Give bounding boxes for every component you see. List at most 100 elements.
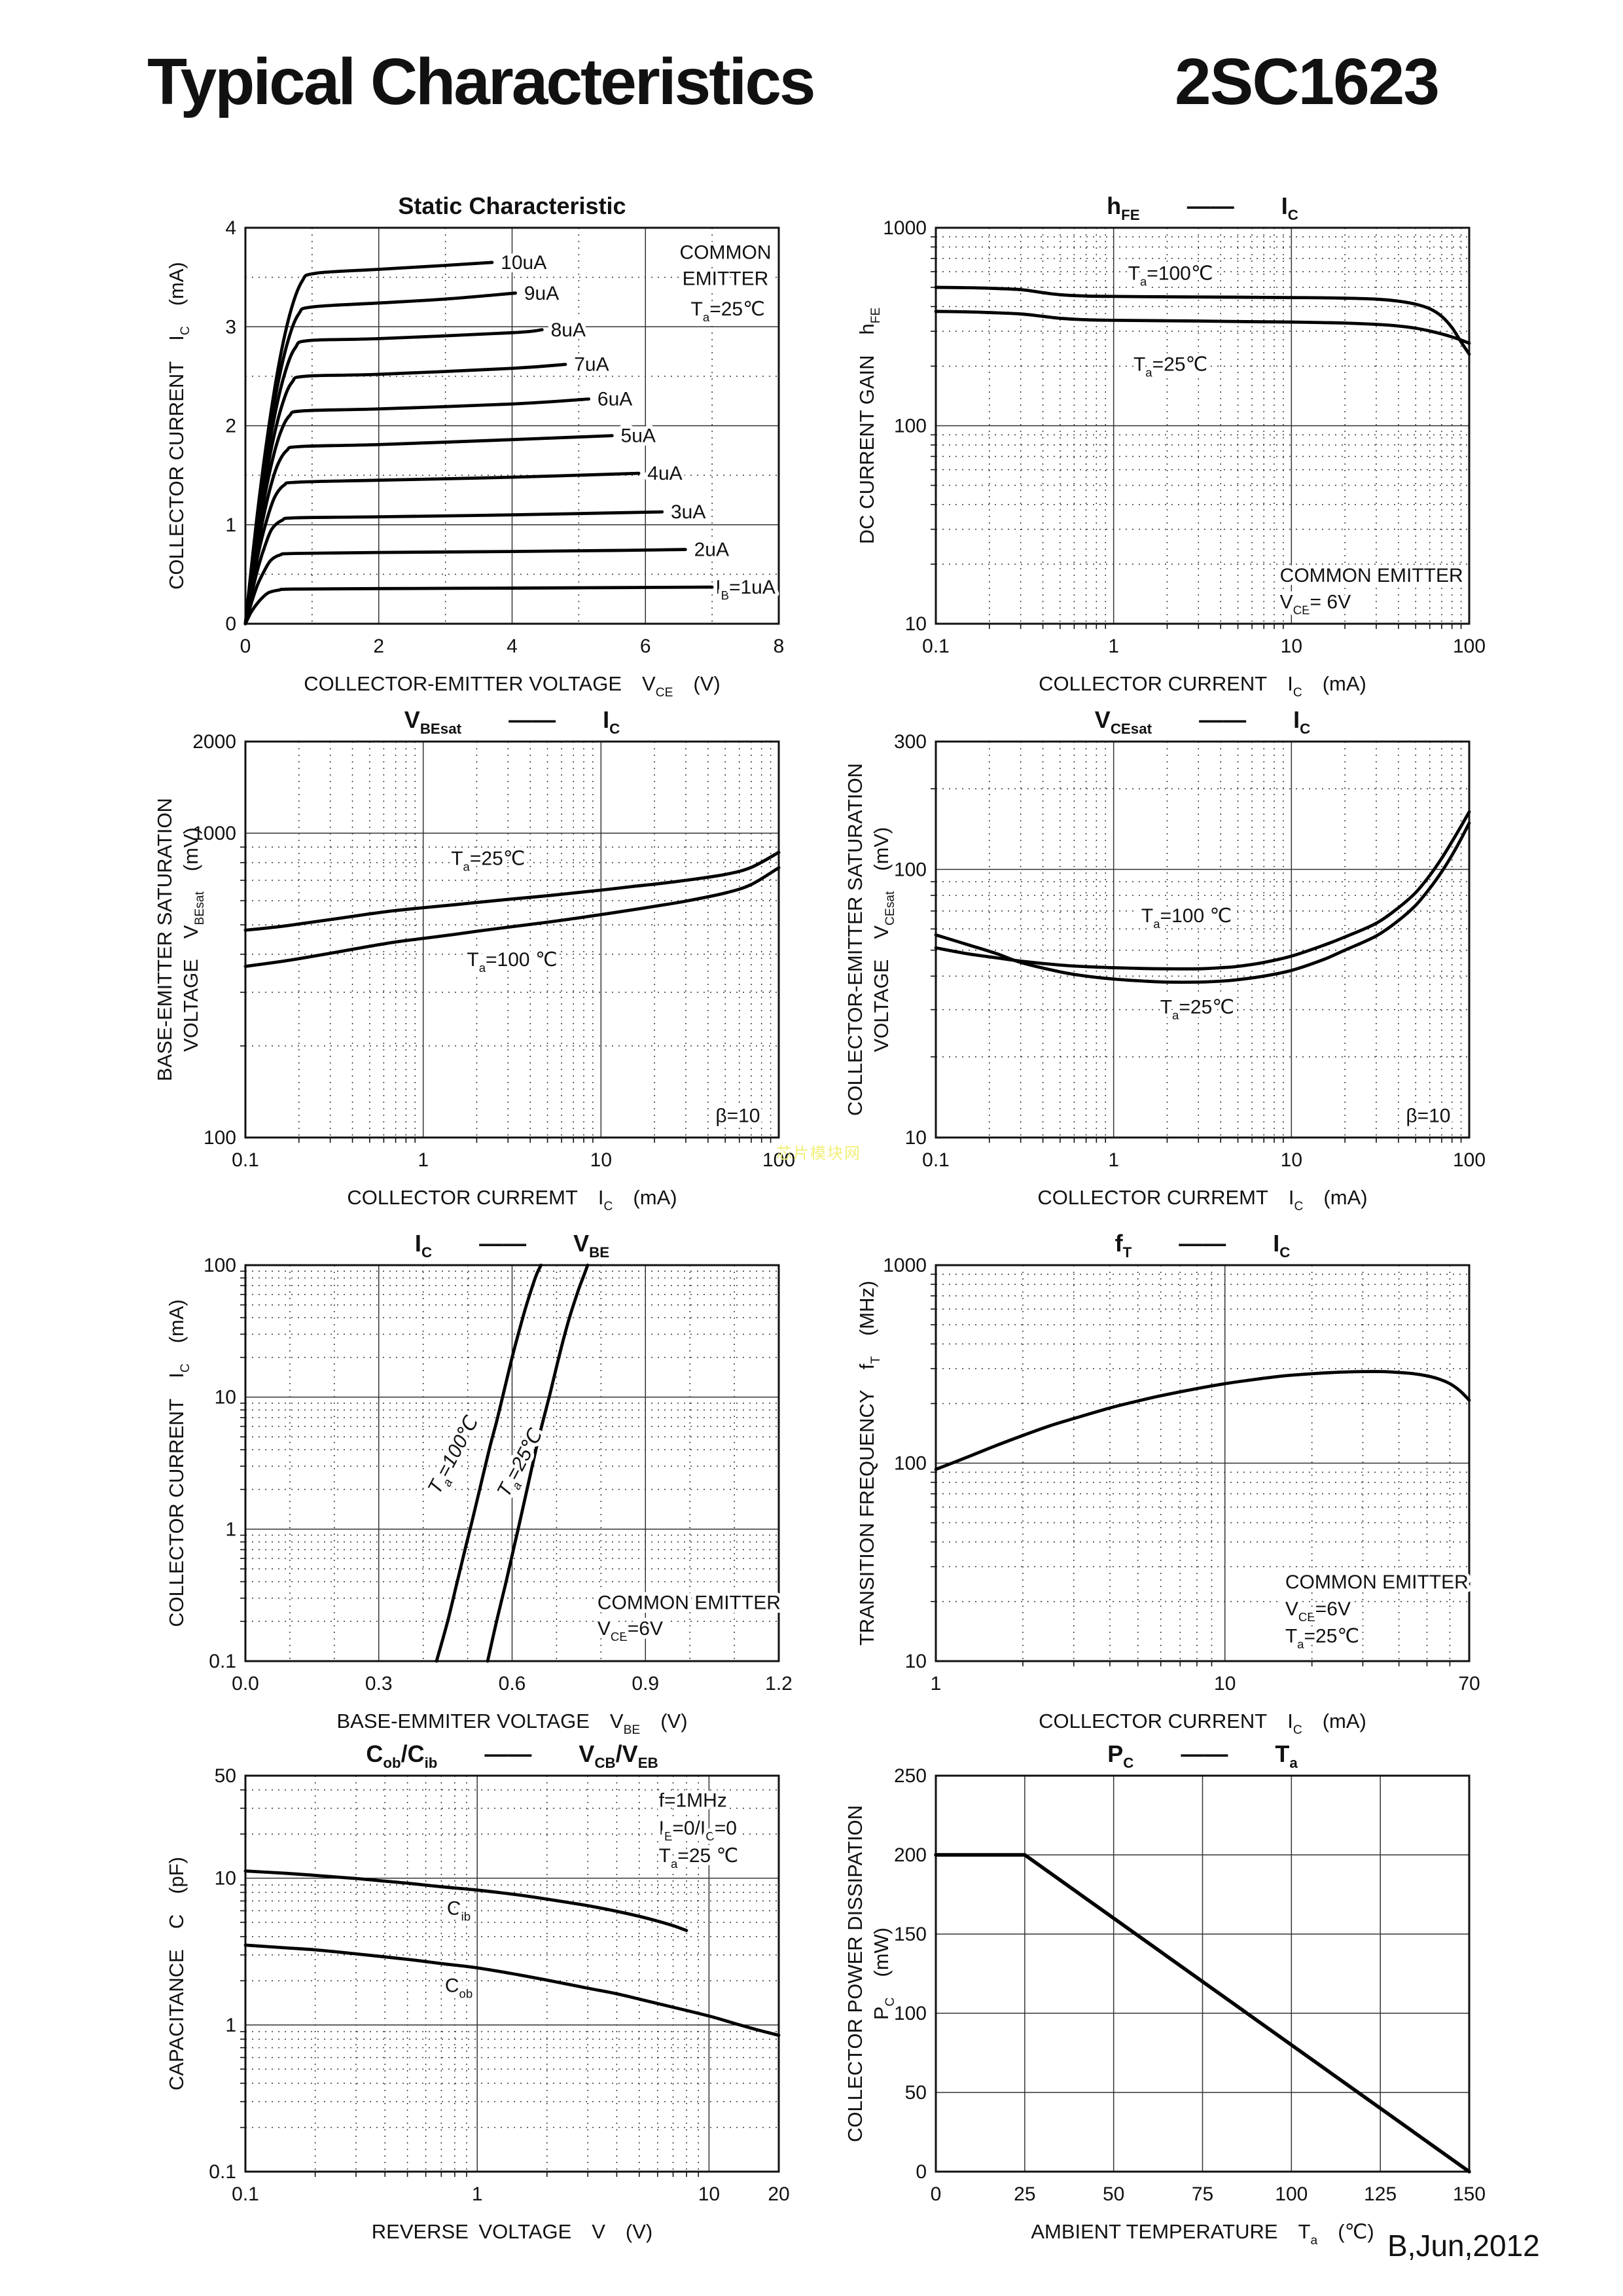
svg-text:1000: 1000 [192,823,236,844]
svg-text:100: 100 [1453,636,1486,657]
annotations: Ta=25℃ Ta=100 ℃ β=10 [448,844,764,1130]
series-IB=6uA [243,397,591,626]
svg-text:1: 1 [472,2183,483,2205]
svg-text:250: 250 [894,1765,927,1787]
svg-text:200: 200 [894,1844,927,1866]
svg-text:3uA: 3uA [671,501,705,523]
tick-labels: 0 2 4 6 8 0 1 2 3 4 [225,217,784,657]
svg-text:1: 1 [1108,1149,1119,1171]
minor-gridlines [245,228,779,624]
svg-text:8: 8 [774,636,785,657]
svg-text:1: 1 [225,1518,236,1540]
svg-text:EMITTER: EMITTER [683,268,769,289]
svg-text:25: 25 [1014,2183,1035,2205]
svg-text:Static Characteristic: Static Characteristic [398,192,626,219]
svg-text:2uA: 2uA [694,539,729,561]
svg-text:0.0: 0.0 [232,1673,259,1695]
svg-text:β=10: β=10 [1406,1105,1450,1127]
svg-text:150: 150 [1453,2183,1486,2205]
minor-gridlines [245,1776,779,2172]
plot-border [935,1774,1471,2173]
chart-canvas-static-characteristic: 0 2 4 6 8 0 1 2 3 4 Static Characteristic COLLECTOR… [165,192,784,700]
svg-text:0: 0 [225,613,236,635]
series-curves [934,810,1471,984]
revision-date: B,Jun,2012 [1387,2229,1540,2263]
series-Ta=100C [243,866,781,968]
svg-text:50: 50 [1103,2183,1124,2205]
svg-text:COLLECTOR CURREMT IC (mA): COLLECTOR CURREMT IC (mA) [1037,1186,1367,1213]
chart-hfe-vs-ic: 0.1 1 10 100 10 100 1000 hFE —— IC COLLECTOR CUR… [847,192,1515,706]
svg-text:150: 150 [894,1924,927,1945]
svg-text:300: 300 [894,731,927,753]
svg-text:0.9: 0.9 [632,1673,659,1695]
svg-text:VBEsat —— IC: VBEsat —— IC [404,706,620,737]
svg-text:VCE=6V: VCE=6V [597,1618,663,1643]
svg-text:COLLECTOR-EMITTER VOLTAGE VCE: COLLECTOR-EMITTER VOLTAGE VCE (V) [304,672,720,700]
plot-border [244,1264,780,1662]
svg-text:0.1: 0.1 [922,636,950,657]
svg-text:Ta=100℃: Ta=100℃ [1128,263,1213,289]
series-curves [243,850,781,968]
svg-text:50: 50 [905,2082,927,2104]
major-gridlines [245,1265,779,1661]
series-IB=4uA [243,471,641,626]
page-title: Typical Characteristics [147,45,816,118]
svg-text:1: 1 [1108,636,1119,657]
tick-labels: 0.0 0.3 0.6 0.9 1.2 0.1 1 10 100 [204,1255,793,1695]
svg-text:100: 100 [894,1453,927,1475]
svg-text:0: 0 [931,2183,942,2205]
svg-text:6uA: 6uA [597,389,632,410]
series-fT [934,1370,1471,1471]
minor-gridlines [936,742,1469,1138]
series-Ta=100C [435,1263,543,1663]
svg-text:COLLECTOR POWER DISSIPATION: COLLECTOR POWER DISSIPATION [847,1805,866,2142]
chart-canvas-ic-vs-vbe: 0.0 0.3 0.6 0.9 1.2 0.1 1 10 100 IC —— VBE BASE-EM… [165,1230,793,1737]
part-number: 2SC1623 [1175,45,1440,118]
series-Ta=25C [243,850,781,932]
series-IB=1uA [243,585,714,626]
svg-text:0.1: 0.1 [232,2183,259,2205]
minor-gridlines [245,742,779,1138]
chart-ft-vs-ic: 1 10 70 10 100 1000 fT —— IC COLLECTOR CURRENT … [847,1229,1515,1743]
svg-text:Ta=100℃: Ta=100℃ [424,1412,487,1499]
svg-text:COLLECTOR CURRENT IC (mA): COLLECTOR CURRENT IC (mA) [165,1299,192,1627]
svg-text:Ta=25℃: Ta=25℃ [1285,1625,1359,1651]
svg-text:hFE —— IC: hFE —— IC [1107,192,1298,223]
major-gridlines [936,1265,1469,1661]
svg-text:TRANSITION FREQUENCY fT (MHz: TRANSITION FREQUENCY fT (MHz) [855,1281,883,1646]
svg-text:β=10: β=10 [715,1105,760,1127]
svg-text:4: 4 [225,217,236,239]
svg-text:DC CURRENT GAIN hFE: DC CURRENT GAIN hFE [855,308,883,545]
svg-text:5uA: 5uA [621,425,656,447]
minor-tick-marks [931,1274,1451,1666]
svg-text:8uA: 8uA [551,319,586,341]
svg-text:COLLECTOR CURREMT IC (mA): COLLECTOR CURREMT IC (mA) [347,1186,677,1213]
tick-labels: 0.1 1 10 100 100 1000 2000 [192,731,795,1171]
svg-text:2000: 2000 [192,731,236,753]
svg-text:100: 100 [894,2003,927,2024]
annotations: Ta=100℃ Ta=25℃ COMMON EMITTER VCE= 6V [1124,259,1467,620]
series-curves [934,285,1471,356]
minor-gridlines [245,1265,779,1661]
svg-text:VCE= 6V: VCE= 6V [1280,592,1351,617]
svg-text:COMMON: COMMON [680,242,772,264]
svg-text:0.1: 0.1 [922,1149,950,1171]
svg-text:10: 10 [1281,636,1302,657]
chart-canvas-hfe-vs-ic: 0.1 1 10 100 10 100 1000 hFE —— IC COLLECTOR CUR… [855,192,1486,700]
tick-labels: 0.1 1 10 100 10 100 1000 [883,217,1486,657]
series-Pc limit [934,1853,1471,2174]
svg-text:PC (mW): PC (mW) [870,1928,897,2020]
svg-text:COLLECTOR CURRENT IC (mA): COLLECTOR CURRENT IC (mA) [1039,1710,1366,1737]
svg-text:BASE-EMMITER VOLTAGE VBE (V): BASE-EMMITER VOLTAGE VBE (V) [336,1710,687,1737]
tick-labels: 0.1 1 10 100 10 100 300 [894,731,1486,1171]
svg-text:10: 10 [215,1868,236,1890]
series-Ta=25C [486,1263,590,1663]
svg-text:1: 1 [418,1149,429,1171]
svg-text:10: 10 [590,1149,612,1171]
svg-text:10: 10 [1214,1673,1236,1695]
svg-text:100: 100 [204,1127,236,1149]
annotations: COMMON EMITTER Ta=25℃ 10uA 9uA 8uA 7uA 6uA 5uA 4u… [497,238,779,606]
